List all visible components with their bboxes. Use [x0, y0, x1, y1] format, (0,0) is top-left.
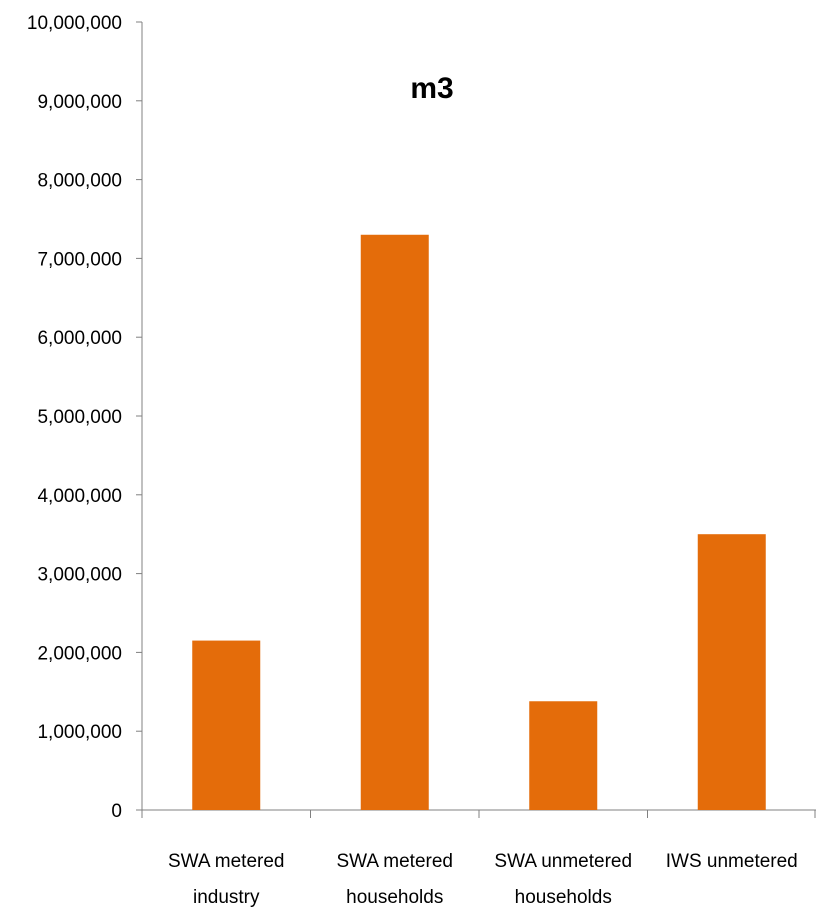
y-tick-label: 3,000,000	[37, 565, 122, 586]
bar	[697, 534, 766, 810]
chart-title: m3	[410, 72, 453, 105]
bar	[192, 640, 261, 810]
y-tick-label: 8,000,000	[37, 171, 122, 192]
y-tick-label: 5,000,000	[37, 407, 122, 428]
y-tick-label: 9,000,000	[37, 92, 122, 113]
x-tick-label: SWA metered	[336, 851, 453, 872]
y-tick-label: 6,000,000	[37, 328, 122, 349]
x-tick-label: households	[346, 887, 443, 908]
x-axis: SWA metered industry SWA metered households…	[141, 809, 816, 908]
y-tick-label: 7,000,000	[37, 249, 122, 270]
bar	[529, 701, 598, 810]
y-tick-label: 1,000,000	[37, 722, 122, 743]
bar	[360, 234, 429, 810]
x-tick-label: IWS unmetered	[666, 851, 798, 872]
y-tick-label: 2,000,000	[37, 643, 122, 664]
bars	[192, 234, 766, 810]
x-tick-label: households	[515, 887, 612, 908]
y-tick-label: 0	[111, 801, 122, 822]
x-tick-label: SWA unmetered	[494, 851, 632, 872]
y-axis: 0 1,000,000 2,000,000 3,000,000 4,000,000 5,0…	[27, 13, 143, 822]
y-tick-label: 10,000,000	[27, 13, 122, 34]
x-tick-label: SWA metered	[168, 851, 285, 872]
x-tick-label: industry	[193, 887, 260, 908]
y-tick-label: 4,000,000	[37, 486, 122, 507]
